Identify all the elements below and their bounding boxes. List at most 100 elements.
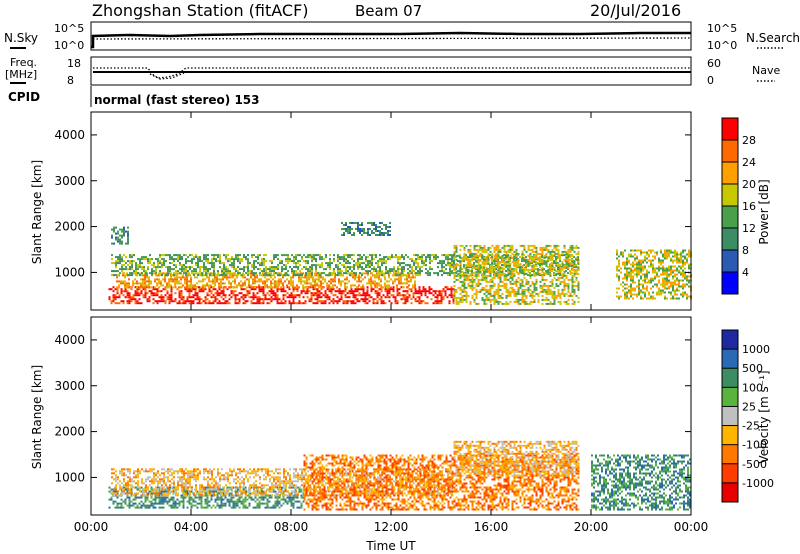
- heatmap-cell-4: [624, 287, 626, 290]
- heatmap-cell-3: [539, 260, 542, 263]
- heatmap-cell-4: [660, 261, 662, 264]
- heatmap-cell-3: [505, 294, 508, 297]
- heatmap-cell-2: [221, 272, 223, 275]
- heatmap-cell-5: [123, 234, 125, 237]
- heatmap-cell-2: [135, 268, 137, 271]
- heatmap-cell-2: [509, 268, 511, 271]
- heatmap-cell-2: [243, 274, 245, 277]
- heatmap-cell-2: [513, 270, 515, 273]
- heatmap-cell-0: [202, 288, 205, 291]
- heatmap-cell-2: [139, 266, 141, 269]
- heatmap-cell-4: [668, 251, 670, 254]
- heatmap-cell-6: [347, 226, 349, 228]
- heatmap-cell-4: [626, 277, 628, 280]
- heatmap-cell-0: [208, 504, 211, 507]
- heatmap-cell-3: [507, 264, 510, 267]
- heatmap-cell-3: [561, 266, 564, 269]
- heatmap-cell-2: [359, 264, 361, 267]
- heatmap-cell-3: [521, 252, 524, 255]
- heatmap-cell-2: [205, 272, 207, 275]
- nave-tick-bottom: 0: [707, 74, 714, 87]
- y-tick-label: 2000: [54, 220, 85, 234]
- heatmap-cell-0: [188, 294, 191, 297]
- heatmap-cell-4: [670, 285, 672, 288]
- heatmap-cell-0: [396, 302, 399, 305]
- heatmap-cell-3: [515, 270, 518, 273]
- heatmap-cell-0: [188, 498, 191, 501]
- heatmap-cell-6: [351, 222, 353, 224]
- heatmap-cell-0: [236, 294, 239, 297]
- heatmap-cell-0: [324, 302, 327, 305]
- heatmap-cell-0: [144, 294, 147, 297]
- heatmap-cell-4: [664, 283, 666, 286]
- heatmap-cell-6: [375, 228, 377, 230]
- heatmap-cell-3: [481, 266, 484, 269]
- heatmap-cell-2: [329, 272, 331, 275]
- heatmap-cell-2: [361, 274, 363, 277]
- heatmap-cell-2: [313, 256, 315, 259]
- heatmap-cell-3: [539, 290, 542, 293]
- heatmap-cell-2: [469, 254, 471, 257]
- heatmap-cell-3: [489, 250, 492, 253]
- heatmap-cell-5: [113, 226, 115, 229]
- heatmap-cell-2: [151, 258, 153, 261]
- heatmap-cell-0: [388, 288, 391, 291]
- heatmap-cell-1: [380, 280, 382, 283]
- heatmap-cell-2: [285, 274, 287, 277]
- heatmap-cell-1: [260, 278, 262, 281]
- heatmap-cell-1: [310, 276, 312, 279]
- heatmap-cell-2: [119, 256, 121, 259]
- heatmap-cell-0: [150, 496, 153, 499]
- heatmap-cell-3: [481, 288, 484, 291]
- heatmap-cell-0: [276, 302, 279, 305]
- heatmap-cell-2: [255, 260, 257, 263]
- heatmap-cell-5: [117, 236, 119, 239]
- heatmap-cell-3: [557, 248, 560, 251]
- heatmap-cell-1: [170, 284, 172, 287]
- heatmap-cell-0: [372, 300, 375, 303]
- heatmap-cell-0: [168, 500, 171, 503]
- heatmap-cell-4: [664, 249, 666, 252]
- heatmap-cell-3: [553, 300, 556, 303]
- heatmap-cell-0: [124, 498, 127, 501]
- heatmap-cell-0: [146, 300, 149, 303]
- heatmap-cell-3: [493, 262, 496, 265]
- heatmap-cell-3: [455, 248, 458, 251]
- heatmap-cell-2: [137, 272, 139, 275]
- heatmap-cell-0: [182, 296, 185, 299]
- heatmap-cell-2: [119, 268, 121, 271]
- colorbar-tick-label: 12: [742, 222, 756, 235]
- heatmap-cell-3: [549, 272, 552, 275]
- heatmap-cell-0: [198, 498, 201, 501]
- heatmap-cell-3: [537, 252, 540, 255]
- heatmap-cell-2: [321, 266, 323, 269]
- heatmap-cell-0: [134, 294, 137, 297]
- heatmap-cell-3: [479, 290, 482, 293]
- heatmap-cell-2: [425, 256, 427, 259]
- heatmap-cell-1: [258, 278, 260, 281]
- heatmap-cell-0: [172, 300, 175, 303]
- heatmap-cell-3: [493, 266, 496, 269]
- heatmap-cell-2: [341, 264, 343, 267]
- heatmap-cell-2: [319, 264, 321, 267]
- heatmap-cell-2: [285, 258, 287, 261]
- heatmap-cell-2: [355, 262, 357, 265]
- heatmap-cell-6: [375, 226, 377, 228]
- heatmap-cell-2: [337, 274, 339, 277]
- heatmap-cell-1: [248, 282, 250, 285]
- heatmap-cell-3: [523, 276, 526, 279]
- heatmap-cell-3: [459, 300, 462, 303]
- heatmap-cell-3: [515, 248, 518, 251]
- heatmap-cell-2: [425, 258, 427, 261]
- heatmap-cell-0: [306, 290, 309, 293]
- heatmap-cell-0: [270, 292, 273, 295]
- heatmap-cell-2: [295, 274, 297, 277]
- heatmap-cell-3: [511, 274, 514, 277]
- heatmap-cell-2: [145, 274, 147, 277]
- heatmap-cell-2: [211, 266, 213, 269]
- heatmap-cell-0: [244, 288, 247, 291]
- heatmap-cell-2: [225, 272, 227, 275]
- heatmap-cell-3: [553, 292, 556, 295]
- heatmap-cell-6: [349, 232, 351, 234]
- heatmap-cell-3: [521, 290, 524, 293]
